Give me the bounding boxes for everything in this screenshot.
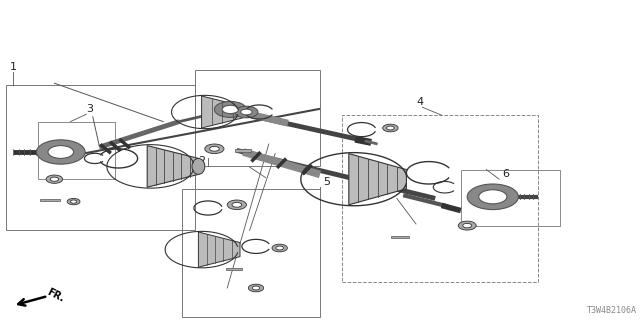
Circle shape xyxy=(214,101,246,117)
Circle shape xyxy=(252,286,260,290)
Polygon shape xyxy=(349,154,406,205)
Ellipse shape xyxy=(192,158,205,174)
Circle shape xyxy=(232,203,242,207)
Text: T3W4B2106A: T3W4B2106A xyxy=(587,306,637,315)
Bar xyxy=(38,122,115,179)
Circle shape xyxy=(458,221,476,230)
Circle shape xyxy=(46,175,63,183)
Bar xyxy=(195,70,320,166)
Circle shape xyxy=(467,184,518,210)
Circle shape xyxy=(210,146,220,151)
Bar xyxy=(40,198,60,202)
Circle shape xyxy=(248,284,264,292)
Text: 1: 1 xyxy=(10,62,17,72)
Circle shape xyxy=(227,200,246,210)
Circle shape xyxy=(387,126,394,130)
Circle shape xyxy=(463,223,472,228)
Text: FR.: FR. xyxy=(45,286,65,304)
Bar xyxy=(6,85,195,230)
Polygon shape xyxy=(198,232,240,267)
Circle shape xyxy=(48,146,74,158)
Bar xyxy=(342,115,538,282)
Text: 2: 2 xyxy=(198,156,205,166)
Bar xyxy=(391,236,409,238)
Text: 5: 5 xyxy=(323,177,330,187)
Circle shape xyxy=(51,177,59,181)
Bar xyxy=(226,268,242,270)
Bar xyxy=(182,189,320,317)
Circle shape xyxy=(383,124,398,132)
Polygon shape xyxy=(147,146,198,187)
Circle shape xyxy=(272,244,287,252)
Text: 6: 6 xyxy=(502,169,509,179)
Circle shape xyxy=(276,246,284,250)
Polygon shape xyxy=(202,96,243,128)
Circle shape xyxy=(241,109,252,115)
Bar xyxy=(236,149,251,152)
Text: 3: 3 xyxy=(86,104,93,114)
Circle shape xyxy=(70,200,77,203)
Bar xyxy=(461,170,560,226)
Circle shape xyxy=(222,105,239,114)
Circle shape xyxy=(67,198,80,205)
Circle shape xyxy=(235,106,258,118)
Circle shape xyxy=(479,190,507,204)
Circle shape xyxy=(205,144,224,154)
Text: 4: 4 xyxy=(416,97,423,107)
Circle shape xyxy=(36,140,85,164)
